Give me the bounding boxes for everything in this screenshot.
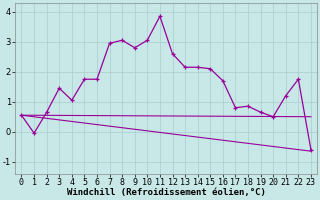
X-axis label: Windchill (Refroidissement éolien,°C): Windchill (Refroidissement éolien,°C) [67,188,266,197]
